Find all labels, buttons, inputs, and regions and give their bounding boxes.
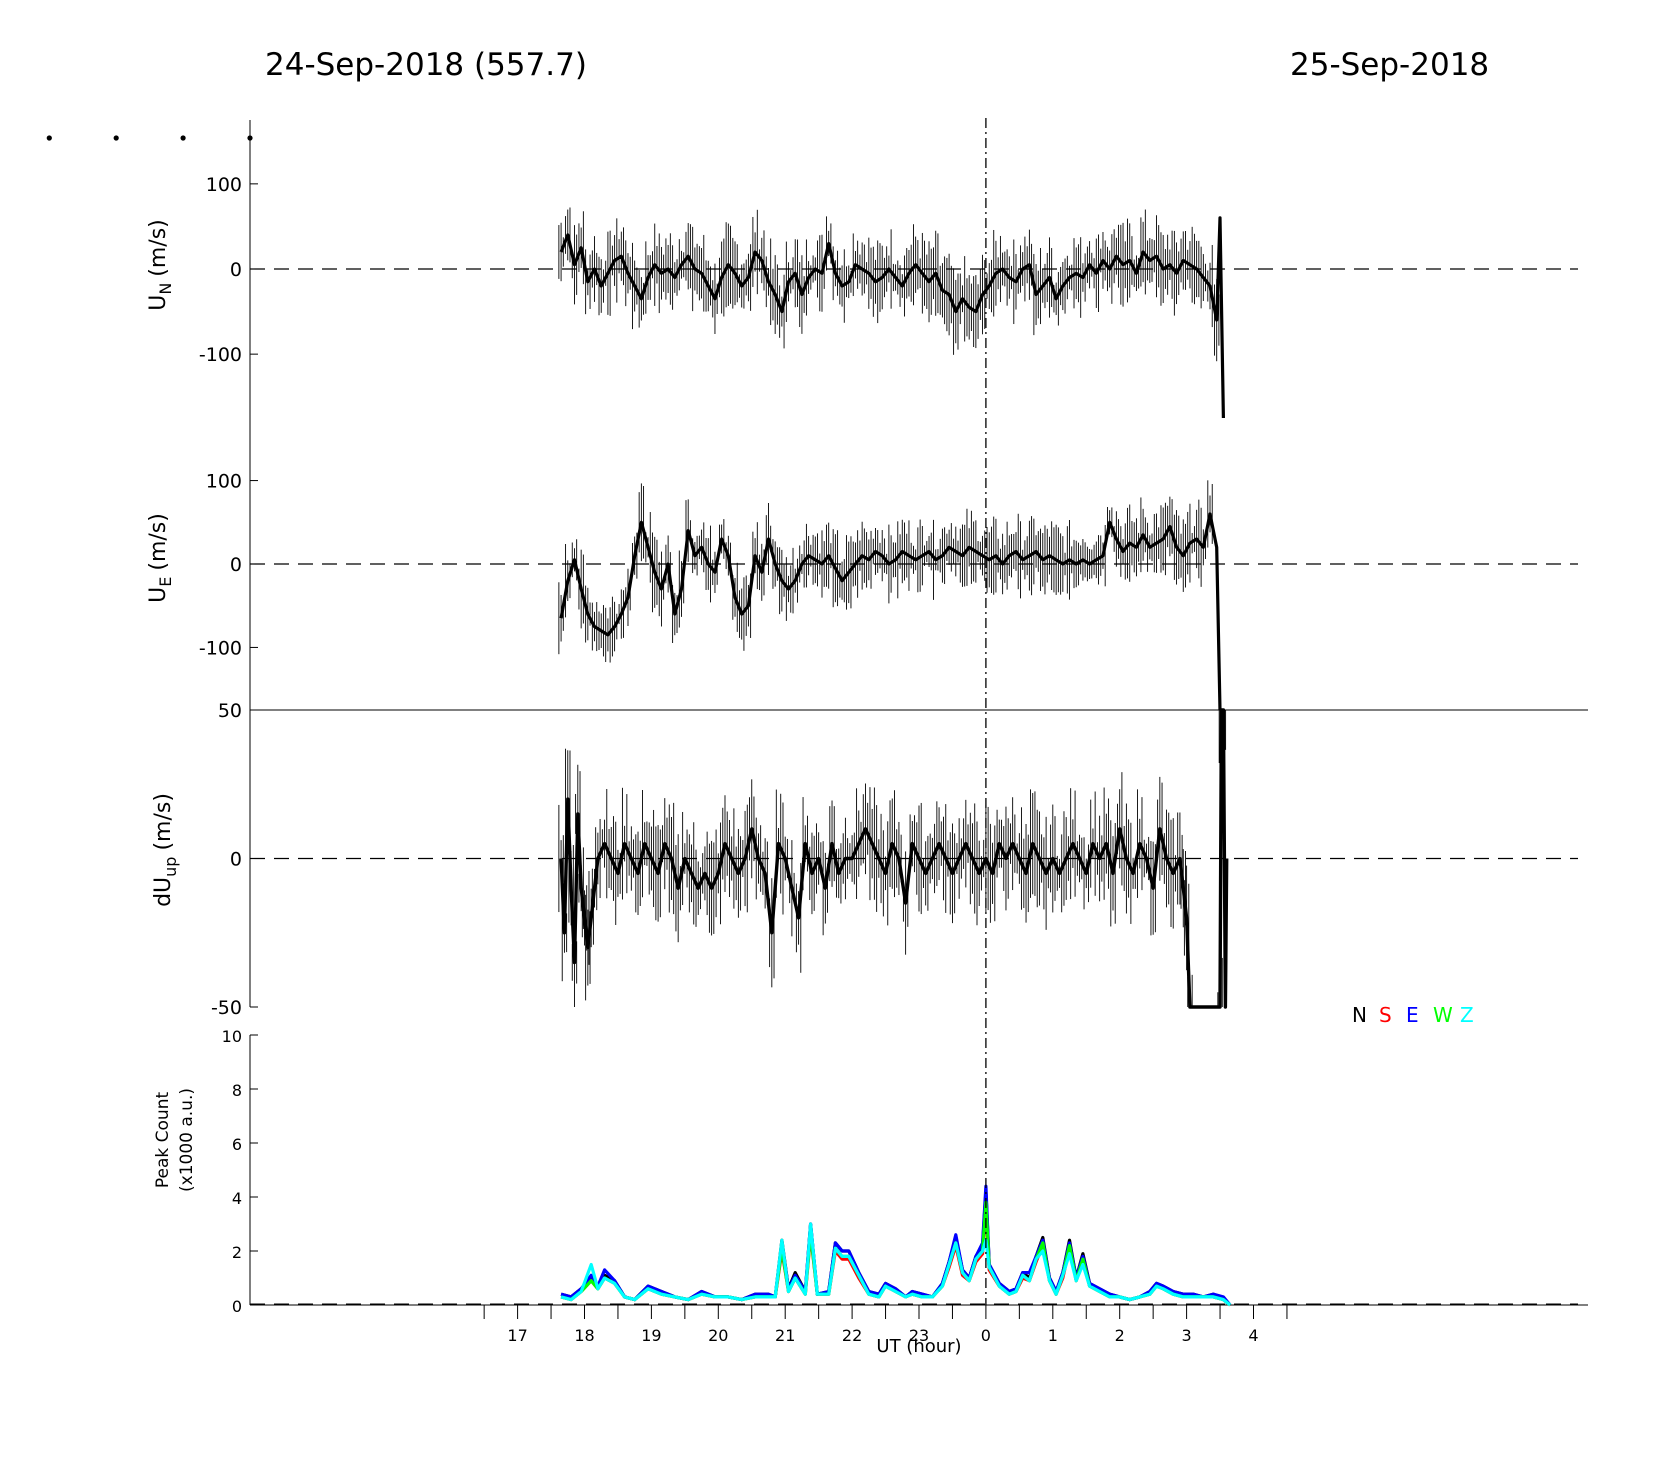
y-tick-label: 0 (230, 554, 242, 576)
series-line (559, 708, 1229, 1009)
ue-plot (558, 480, 1222, 711)
y-tick-label: 6 (232, 1135, 242, 1154)
title-right: 25-Sep-2018 (1290, 47, 1489, 83)
y-tick-label: -50 (211, 997, 242, 1019)
x-tick-label: 19 (641, 1326, 661, 1345)
ue-y-label-main: U (146, 587, 171, 603)
legend-item-W: W (1433, 1003, 1453, 1027)
x-tick-label: 22 (842, 1326, 862, 1345)
series-line-E (560, 1184, 1232, 1307)
peak-y-label-line2: (x1000 a.u.) (177, 1088, 197, 1192)
dup-y-label-sub: up (161, 857, 180, 877)
x-tick-label: 23 (909, 1326, 929, 1345)
series-line (559, 216, 1225, 419)
dup-y-label-main: dU (151, 877, 176, 907)
un-y-label-unit: (m/s) (146, 219, 171, 276)
y-tick-label: 0 (230, 259, 242, 281)
x-tick-label: 3 (1182, 1326, 1192, 1345)
un-y-label-sub: N (156, 283, 175, 295)
x-tick-label: 0 (981, 1326, 991, 1345)
legend-item-Z: Z (1460, 1003, 1474, 1027)
ue-y-label-sub: E (156, 577, 175, 587)
ue-axes: 100 0 -100 (199, 418, 1578, 710)
legend-item-N: N (1352, 1003, 1367, 1027)
y-tick-label: 8 (232, 1081, 242, 1100)
x-tick-label: 18 (574, 1326, 594, 1345)
panel-ue: 100 0 -100 UE (m/s) (146, 418, 1578, 711)
series-line (559, 512, 1222, 711)
y-tick-label: 50 (218, 700, 242, 722)
un-plot (558, 207, 1225, 419)
markers-row (46, 135, 253, 141)
x-axis-label: UT (hour) (876, 1336, 961, 1357)
y-tick-label: 100 (206, 471, 242, 493)
x-tick-label: 17 (507, 1326, 527, 1345)
panel-dup: 50 0 -50 dUup (m/s) (151, 700, 1588, 1019)
y-tick-label: -100 (199, 637, 242, 659)
legend-item-E: E (1406, 1003, 1419, 1027)
dup-plot (558, 708, 1229, 1009)
dup-axes: 50 0 -50 (211, 700, 1588, 1019)
y-tick-label: 0 (230, 849, 242, 871)
un-y-label: UN (m/s) (146, 219, 175, 311)
x-tick-label: 21 (775, 1326, 795, 1345)
marker-dot (46, 135, 52, 141)
ue-y-label: UE (m/s) (146, 513, 175, 603)
y-tick-label: 100 (206, 174, 242, 196)
dup-y-label: dUup (m/s) (151, 793, 180, 907)
panel-un: 100 0 -100 UN (m/s) (146, 120, 1578, 419)
y-tick-label: 10 (222, 1027, 242, 1046)
legend-item-S: S (1379, 1003, 1392, 1027)
un-axes: 100 0 -100 (199, 120, 1578, 418)
y-tick-label: 4 (232, 1189, 242, 1208)
x-tick-label: 1 (1048, 1326, 1058, 1345)
un-y-label-main: U (146, 295, 171, 311)
x-tick-label: 2 (1115, 1326, 1125, 1345)
series-line-Z (560, 1222, 1232, 1307)
marker-dot (180, 135, 186, 141)
y-tick-label: -100 (199, 344, 242, 366)
x-tick-label: 4 (1248, 1326, 1258, 1345)
title-left: 24-Sep-2018 (557.7) (265, 47, 587, 83)
peak-y-label-line1: Peak Count (153, 1092, 173, 1189)
y-tick-label: 0 (232, 1297, 242, 1316)
y-tick-label: 2 (232, 1243, 242, 1262)
x-tick-label: 20 (708, 1326, 728, 1345)
dup-y-label-unit: (m/s) (151, 793, 176, 850)
peak-plot (560, 1184, 1232, 1307)
ue-y-label-unit: (m/s) (146, 513, 171, 570)
marker-dot (113, 135, 119, 141)
